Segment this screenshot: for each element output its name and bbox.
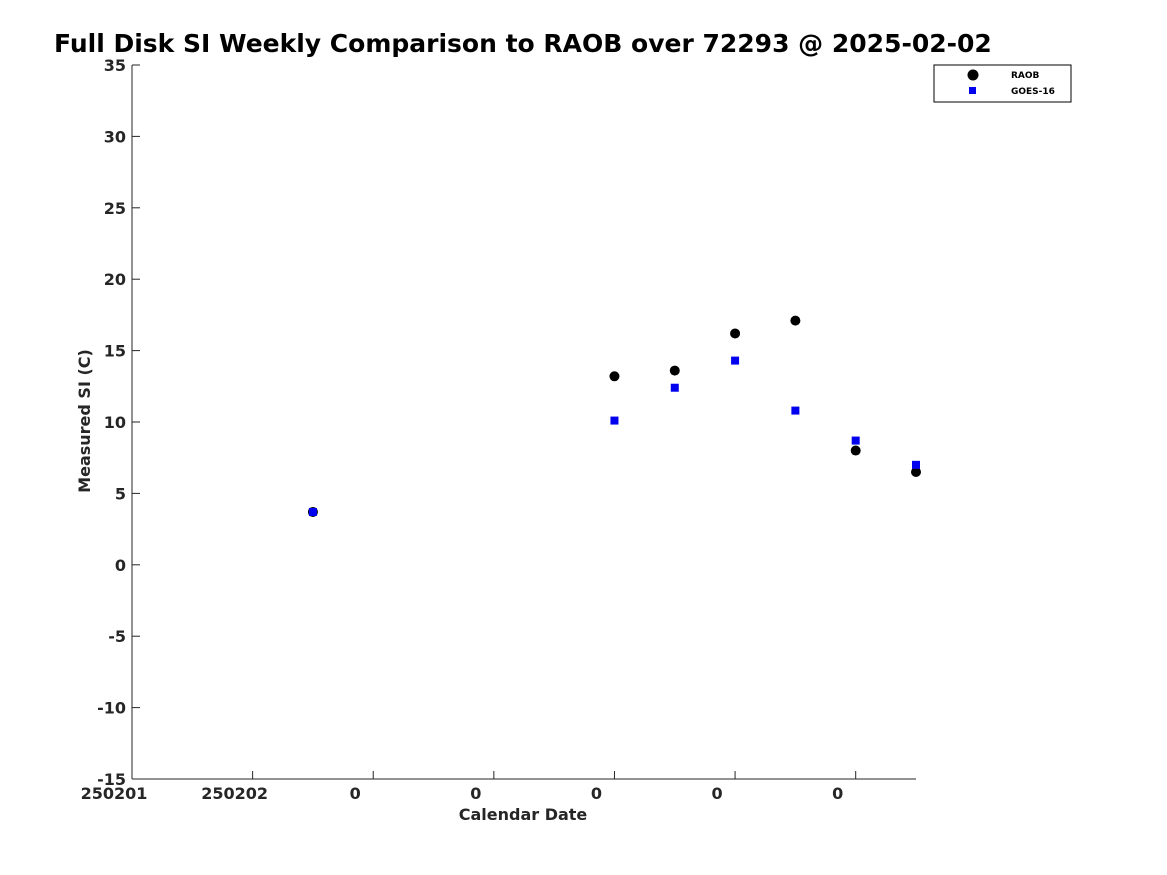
x-tick-label: 0: [350, 784, 361, 803]
y-tick-label: 25: [104, 199, 126, 218]
y-tick-label: 10: [104, 413, 126, 432]
data-point-raob: [730, 328, 741, 339]
chart-title: Full Disk SI Weekly Comparison to RAOB o…: [54, 29, 992, 58]
y-tick-label: 35: [104, 56, 126, 75]
series-raob: [307, 315, 921, 517]
y-axis: -15 -10 -5 0 5 10 15 20 25 30 35: [97, 56, 140, 789]
data-point-raob: [850, 445, 861, 456]
data-point-goes16: [670, 383, 679, 392]
legend-box: [933, 64, 1072, 103]
data-point-raob: [790, 315, 801, 326]
x-tick-label: 250202: [201, 784, 268, 803]
data-point-goes16: [912, 460, 920, 469]
y-tick-label: 30: [104, 127, 126, 146]
data-point-goes16: [851, 436, 860, 445]
x-tick-label: 0: [591, 784, 602, 803]
x-tick-label: 250201: [81, 784, 148, 803]
series-goes-16: [308, 356, 920, 516]
x-tick-label: 0: [470, 784, 481, 803]
y-tick-label: -5: [108, 627, 126, 646]
y-tick-label: -15: [97, 770, 126, 789]
x-tick-label: 0: [832, 784, 843, 803]
plot-points: [307, 315, 921, 517]
x-axis-label: Calendar Date: [459, 805, 588, 824]
data-point-raob: [669, 365, 680, 376]
legend-label-raob: RAOB: [1011, 71, 1040, 81]
y-tick-label: 5: [115, 484, 126, 503]
x-axis: 250201 250202 0 0 0 0 0: [81, 771, 916, 803]
data-point-raob: [911, 466, 921, 477]
legend-marker-goes16: [969, 87, 976, 94]
x-tick-label: 0: [712, 784, 723, 803]
y-axis-label: Measured SI (C): [75, 349, 94, 493]
legend: RAOB GOES-16: [933, 64, 1072, 103]
y-tick-label: 0: [115, 556, 126, 575]
data-point-goes16: [610, 416, 619, 425]
data-point-goes16: [731, 356, 740, 365]
data-point-goes16: [308, 507, 317, 516]
y-tick-label: -10: [97, 699, 126, 718]
data-point-goes16: [791, 406, 800, 415]
legend-marker-raob: [967, 69, 979, 81]
y-tick-label: 20: [104, 270, 126, 289]
legend-label-goes16: GOES-16: [1011, 87, 1055, 97]
y-tick-label: 15: [104, 342, 126, 361]
data-point-raob: [609, 371, 620, 382]
